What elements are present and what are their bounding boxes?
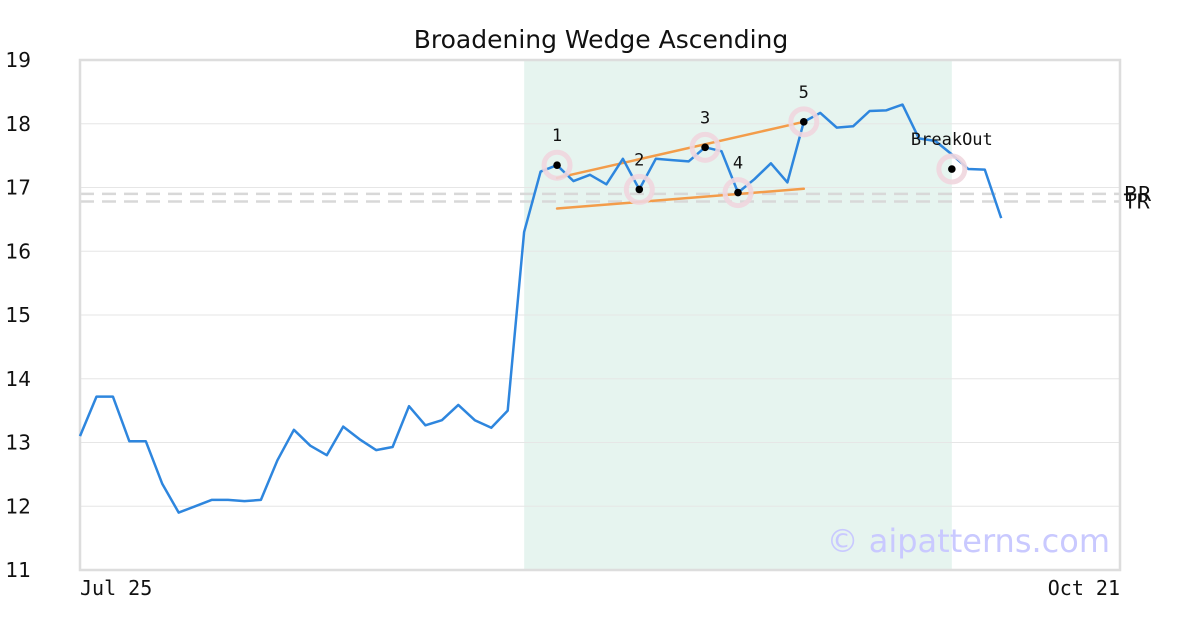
pivot-halo-5 (788, 106, 820, 138)
watermark-text: © aipatterns.com (827, 522, 1110, 560)
price-series (78, 103, 1003, 514)
reference-label-tr: TR (1123, 190, 1150, 214)
plot-frame (78, 58, 1122, 572)
wedge-trendlines (555, 120, 806, 210)
pivot-halo-2 (623, 173, 655, 205)
pivot-halo-1 (541, 149, 573, 181)
y-tick-labels: 11 12 13 14 15 16 17 18 19 (6, 48, 31, 582)
y-tick-label: 11 (6, 558, 31, 582)
y-tick-label: 16 (6, 239, 31, 263)
grid-lines (80, 123, 1120, 507)
y-tick-label: 12 (6, 494, 31, 518)
pivot-point-breakout (948, 165, 956, 173)
y-tick-label: 14 (6, 367, 31, 391)
pivot-halo-breakout (936, 153, 968, 185)
x-tick-label: Jul 25 (80, 576, 152, 600)
trendline-upper (555, 120, 806, 180)
pivot-point-3 (701, 143, 709, 152)
y-tick-label: 13 (6, 431, 31, 455)
pivot-point-5 (800, 118, 808, 126)
price-series-line (78, 103, 1003, 514)
chart-title: Broadening Wedge Ascending (414, 25, 789, 54)
reference-label-br: BR (1124, 182, 1152, 206)
pivot-markers: 1 2 3 4 5 BreakOut (541, 83, 993, 209)
trendline-lower (555, 187, 806, 210)
pivot-point-4 (734, 188, 742, 197)
x-tick-label: Oct 21 (1048, 576, 1120, 600)
pivot-point-2 (635, 185, 644, 194)
pivot-halo-3 (689, 131, 721, 163)
y-tick-label: 18 (6, 112, 31, 136)
y-tick-label: 15 (6, 303, 31, 327)
pivot-label-4: 4 (733, 154, 743, 174)
pivot-label-3: 3 (700, 108, 710, 128)
x-tick-labels: Jul 25 Oct 21 (80, 576, 1120, 600)
pivot-label-1: 1 (552, 126, 562, 146)
pivot-point-1 (553, 161, 561, 169)
pivot-label-5: 5 (799, 83, 809, 103)
y-tick-label: 17 (6, 176, 31, 200)
pivot-label-2: 2 (634, 150, 644, 170)
pivot-label-breakout: BreakOut (911, 130, 993, 150)
y-tick-label: 19 (6, 48, 31, 72)
pivot-halo-4 (722, 177, 754, 209)
